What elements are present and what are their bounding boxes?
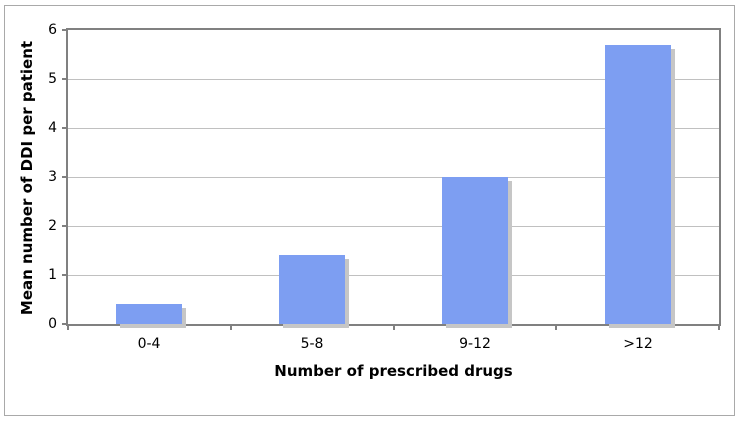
y-tick-3 (62, 176, 68, 178)
y-tick-2 (62, 225, 68, 227)
y-tick-label-3: 3 (48, 169, 57, 185)
x-tick-4 (718, 324, 720, 330)
gridline-y2 (68, 226, 719, 227)
x-tick-label-0-4: 0-4 (137, 336, 161, 352)
x-tick-3 (555, 324, 557, 330)
x-tick-0 (67, 324, 69, 330)
y-tick-1 (62, 274, 68, 276)
y-tick-6 (62, 29, 68, 31)
gridline-y3 (68, 177, 719, 178)
bars-layer (68, 30, 719, 324)
bar-0-4 (116, 304, 182, 324)
bar-12 (605, 45, 671, 324)
y-tick-5 (62, 78, 68, 80)
x-tick-2 (393, 324, 395, 330)
y-tick-label-0: 0 (48, 316, 57, 332)
gridline-y1 (68, 275, 719, 276)
gridlines-layer (68, 30, 719, 324)
y-tick-label-5: 5 (48, 71, 57, 87)
y-tick-label-1: 1 (48, 267, 57, 283)
gridline-y4 (68, 128, 719, 129)
x-tick-1 (230, 324, 232, 330)
x-tick-label-12: >12 (623, 336, 653, 352)
x-tick-label-9-12: 9-12 (459, 336, 491, 352)
y-tick-0 (62, 323, 68, 325)
x-axis-title: Number of prescribed drugs (274, 362, 513, 380)
y-tick-label-2: 2 (48, 218, 57, 234)
y-tick-label-6: 6 (48, 22, 57, 38)
y-tick-4 (62, 127, 68, 129)
bar-5-8 (279, 255, 345, 324)
gridline-y5 (68, 79, 719, 80)
y-tick-label-4: 4 (48, 120, 57, 136)
plot-area (66, 28, 721, 326)
x-tick-label-5-8: 5-8 (300, 336, 324, 352)
bar-9-12 (442, 177, 508, 324)
